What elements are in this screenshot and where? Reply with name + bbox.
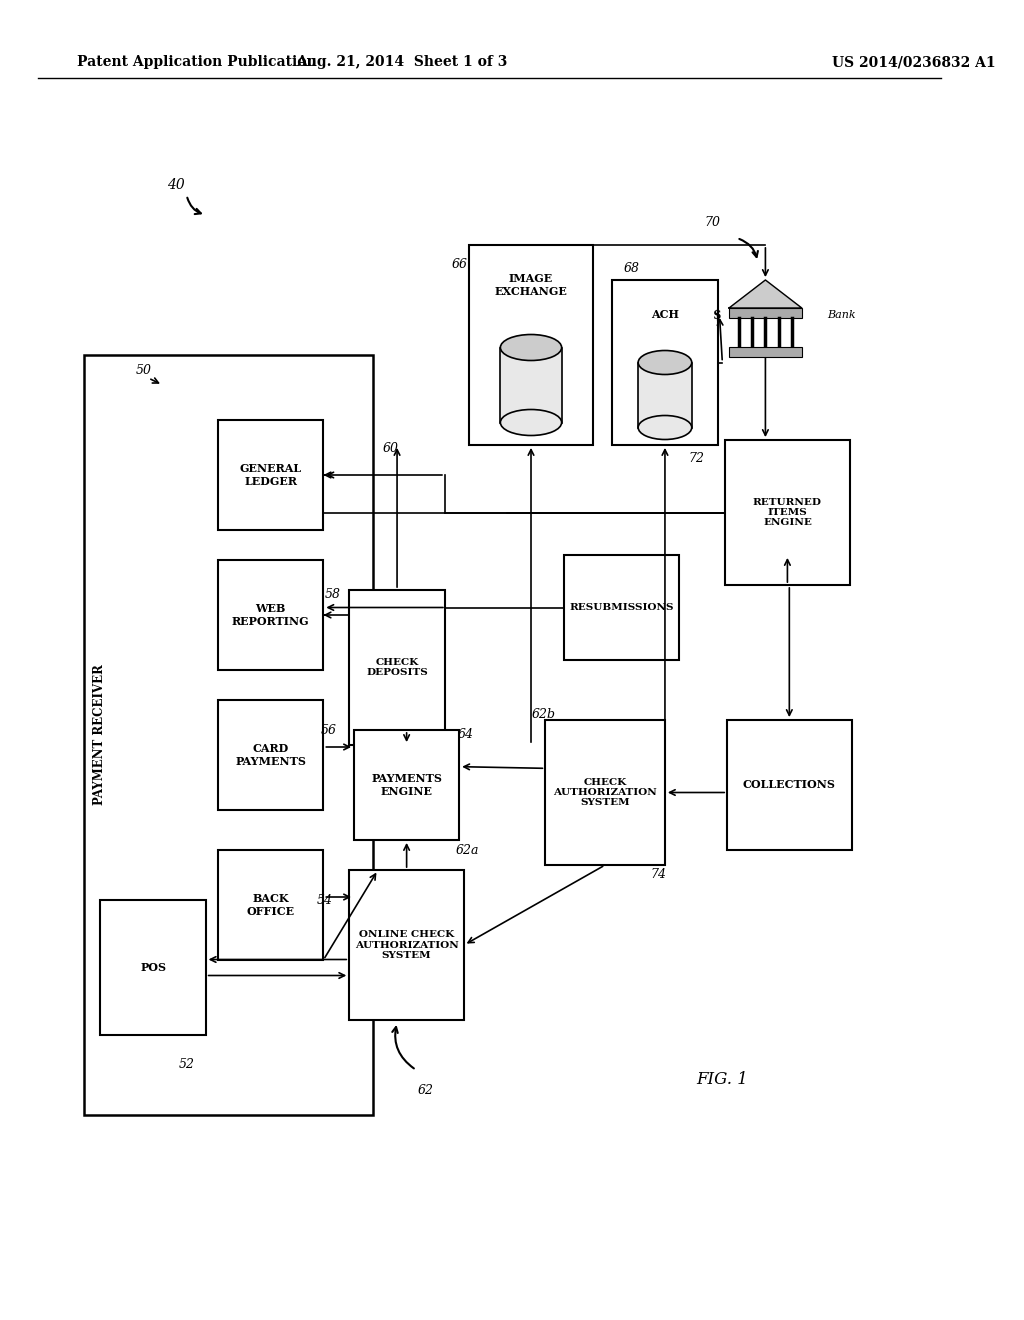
- Text: ACH: ACH: [651, 309, 679, 321]
- Bar: [564, 554, 679, 660]
- Bar: [546, 719, 665, 865]
- Text: IMAGE
EXCHANGE: IMAGE EXCHANGE: [495, 273, 567, 297]
- Bar: [638, 363, 692, 428]
- Bar: [218, 700, 324, 810]
- Text: ONLINE CHECK
AUTHORIZATION
SYSTEM: ONLINE CHECK AUTHORIZATION SYSTEM: [354, 931, 459, 960]
- Text: CARD
PAYMENTS: CARD PAYMENTS: [236, 743, 306, 767]
- Text: 52: 52: [178, 1059, 195, 1072]
- Text: US 2014/0236832 A1: US 2014/0236832 A1: [833, 55, 996, 69]
- Text: Bank: Bank: [827, 310, 856, 319]
- Text: 70: 70: [705, 215, 721, 228]
- Bar: [354, 730, 459, 840]
- Text: 56: 56: [321, 723, 337, 737]
- Text: PAYMENT RECEIVER: PAYMENT RECEIVER: [93, 664, 106, 805]
- Ellipse shape: [501, 409, 561, 436]
- Text: 60: 60: [383, 441, 398, 454]
- Text: 74: 74: [650, 869, 667, 882]
- Text: 72: 72: [688, 451, 705, 465]
- Text: 50: 50: [136, 363, 152, 376]
- Ellipse shape: [501, 334, 561, 360]
- Ellipse shape: [638, 416, 692, 440]
- Text: PAYMENTS
ENGINE: PAYMENTS ENGINE: [371, 774, 442, 797]
- Text: WEB
REPORTING: WEB REPORTING: [232, 603, 309, 627]
- Bar: [218, 420, 324, 531]
- Bar: [729, 308, 802, 318]
- Text: POS: POS: [140, 962, 166, 973]
- Text: GENERAL
LEDGER: GENERAL LEDGER: [240, 463, 302, 487]
- Bar: [729, 347, 802, 356]
- Text: RESUBMISSIONS: RESUBMISSIONS: [569, 603, 674, 612]
- Ellipse shape: [638, 351, 692, 375]
- Text: 58: 58: [325, 589, 341, 602]
- Bar: [725, 440, 850, 585]
- Bar: [727, 719, 852, 850]
- Text: 62: 62: [418, 1084, 434, 1097]
- Bar: [501, 347, 561, 422]
- Bar: [218, 560, 324, 671]
- Text: $: $: [714, 309, 722, 322]
- Text: 62b: 62b: [531, 709, 555, 722]
- Text: 66: 66: [452, 259, 467, 272]
- Text: Aug. 21, 2014  Sheet 1 of 3: Aug. 21, 2014 Sheet 1 of 3: [296, 55, 508, 69]
- Polygon shape: [729, 280, 802, 308]
- Text: 54: 54: [317, 894, 333, 907]
- Text: 68: 68: [624, 261, 639, 275]
- Bar: [349, 870, 464, 1020]
- Text: BACK
OFFICE: BACK OFFICE: [247, 894, 295, 917]
- Bar: [612, 280, 718, 445]
- Text: 40: 40: [168, 178, 185, 191]
- Text: Patent Application Publication: Patent Application Publication: [77, 55, 316, 69]
- Bar: [469, 246, 593, 445]
- Text: 64: 64: [458, 729, 474, 742]
- Text: CHECK
DEPOSITS: CHECK DEPOSITS: [367, 657, 428, 677]
- Text: FIG. 1: FIG. 1: [696, 1072, 749, 1089]
- Bar: [349, 590, 444, 744]
- Text: COLLECTIONS: COLLECTIONS: [742, 780, 836, 791]
- Bar: [218, 850, 324, 960]
- Text: CHECK
AUTHORIZATION
SYSTEM: CHECK AUTHORIZATION SYSTEM: [553, 777, 657, 808]
- Bar: [100, 900, 206, 1035]
- Text: 62a: 62a: [455, 843, 478, 857]
- Text: RETURNED
ITEMS
ENGINE: RETURNED ITEMS ENGINE: [753, 498, 822, 528]
- Bar: [84, 355, 373, 1115]
